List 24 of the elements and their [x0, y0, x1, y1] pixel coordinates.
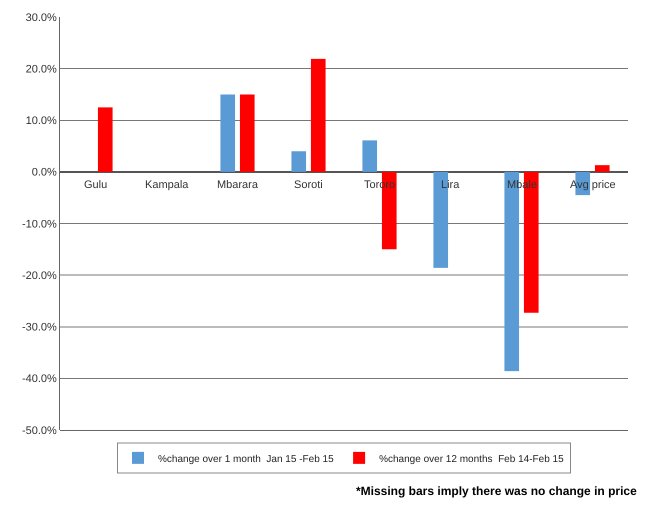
bar	[240, 94, 255, 172]
x-tick-label: Kampala	[145, 179, 190, 191]
x-tick-label: Mbale	[507, 179, 537, 191]
x-tick-label: Gulu	[84, 179, 108, 191]
text: *Missing bars imply there was no change in price	[356, 484, 638, 498]
y-tick-label: 20.0%	[26, 63, 58, 76]
bar	[220, 94, 236, 172]
y-tick-label: 10.0%	[26, 115, 58, 128]
legend-label: %change over 12 months Feb 14-Feb 15	[379, 454, 564, 465]
y-tick-label: -50.0%	[22, 424, 58, 437]
y-tick-label: -10.0%	[22, 218, 58, 230]
bar	[310, 58, 326, 172]
x-tick-label: Mbarara	[217, 179, 259, 191]
bar	[594, 165, 610, 172]
bar	[291, 151, 306, 172]
y-tick-label: 30.0%	[26, 12, 58, 24]
y-tick-label: -30.0%	[22, 322, 58, 334]
y-tick-label: -40.0%	[22, 373, 58, 386]
bar	[98, 107, 113, 172]
y-tick-label: -20.0%	[22, 270, 58, 282]
y-tick-label: 0.0%	[32, 166, 58, 179]
legend-label: %change over 1 month Jan 15 -Feb 15	[158, 454, 334, 465]
bar	[362, 140, 378, 172]
x-tick-label: Soroti	[294, 179, 323, 191]
